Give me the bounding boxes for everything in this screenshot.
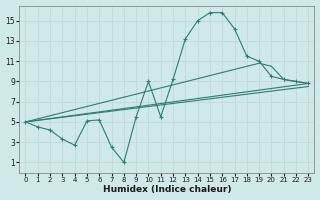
X-axis label: Humidex (Indice chaleur): Humidex (Indice chaleur) (103, 185, 231, 194)
